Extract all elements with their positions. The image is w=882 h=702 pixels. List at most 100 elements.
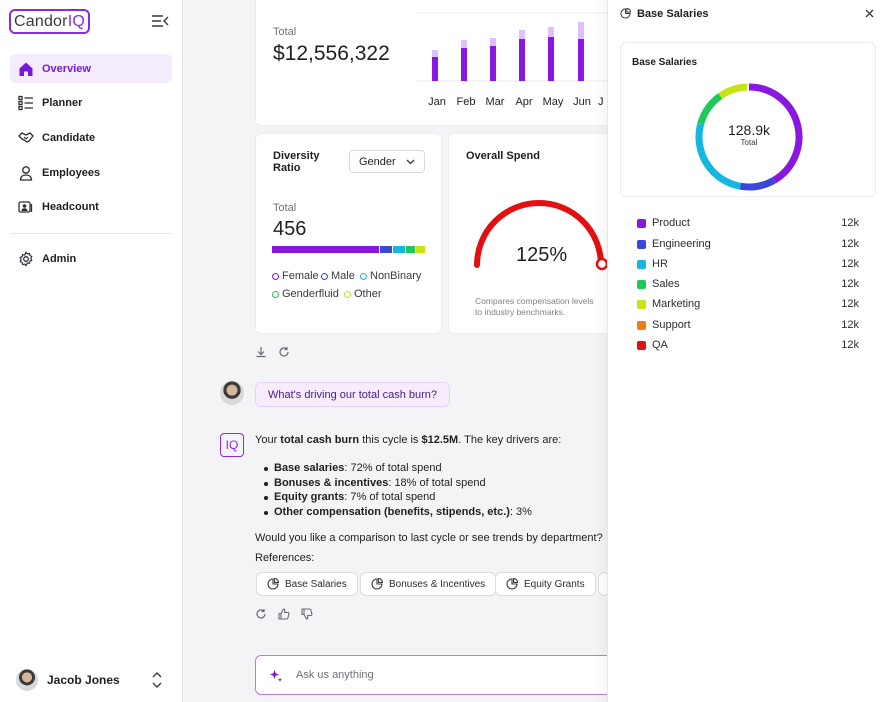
sidebar-item-candidate[interactable]: Candidate — [10, 123, 172, 152]
overall-spend-card — [448, 133, 638, 334]
diversity-legend-nonbinary: NonBinary — [360, 270, 421, 282]
diversity-total-label: Total — [273, 202, 297, 214]
list-item: Equity grants: 7% of total spend — [264, 490, 532, 505]
overall-spend-title: Overall Spend — [466, 150, 540, 162]
legend-label: NonBinary — [370, 270, 422, 282]
month-label: Jun — [573, 96, 591, 108]
bar-jan — [432, 57, 438, 81]
total-spend-label: Total — [273, 26, 297, 38]
month-label: Feb — [456, 96, 476, 108]
department-label: HR — [652, 258, 668, 270]
brand-logo[interactable]: Candor IQ — [9, 9, 90, 34]
gear-icon — [19, 251, 33, 266]
legend-label: Male — [331, 270, 355, 282]
bar-jan-secondary — [432, 50, 438, 58]
diversity-ratio-card — [255, 133, 442, 334]
department-value: 12k — [841, 278, 859, 290]
month-label: May — [542, 96, 564, 108]
thumbs-up-icon[interactable] — [278, 608, 290, 620]
department-row-sales: Sales 12k — [637, 278, 859, 290]
reference-chip-base-salaries[interactable]: Base Salaries — [256, 572, 358, 596]
panel-title: Base Salaries — [637, 8, 709, 20]
month-label: Apr — [515, 96, 533, 108]
legend-label: Female — [282, 270, 319, 282]
overall-spend-caption: Compares compensation levels to industry… — [475, 296, 594, 318]
total-spend-card — [255, 0, 635, 126]
diversity-bar-segment — [393, 246, 406, 253]
sidebar-item-admin[interactable]: Admin — [10, 244, 172, 273]
bar-may-secondary — [548, 27, 554, 38]
user-avatar — [220, 381, 244, 405]
legend-swatch — [637, 279, 646, 289]
refresh-icon[interactable] — [278, 346, 290, 358]
thumbs-down-icon[interactable] — [301, 608, 313, 620]
bar-apr — [519, 39, 525, 81]
department-value: 12k — [841, 238, 859, 250]
donut-segment — [718, 83, 748, 100]
chart-card-title: Base Salaries — [632, 57, 698, 68]
legend-swatch — [637, 320, 646, 330]
user-icon — [19, 165, 33, 181]
collapse-sidebar-icon[interactable] — [151, 13, 169, 29]
department-value: 12k — [841, 339, 859, 351]
reference-label: Equity Grants — [524, 578, 585, 590]
bar-jun-secondary — [578, 22, 584, 40]
diversity-filter-value: Gender — [359, 155, 396, 168]
donut-total-value: 128.9k — [727, 122, 771, 138]
ask-input[interactable]: Ask us anything — [255, 655, 615, 695]
department-row-engineering: Engineering 12k — [637, 238, 859, 250]
legend-swatch — [637, 239, 646, 249]
diversity-bar-segment — [406, 246, 416, 253]
download-icon[interactable] — [255, 346, 267, 358]
bullet-text: : 18% of total spend — [388, 476, 486, 489]
user-menu[interactable]: Jacob Jones — [16, 667, 168, 693]
assistant-avatar: IQ — [220, 433, 244, 457]
regenerate-icon[interactable] — [255, 608, 267, 620]
department-label: Support — [652, 319, 691, 331]
reference-chip-bonuses[interactable]: Bonuses & Incentives — [360, 572, 497, 596]
base-salaries-donut — [695, 83, 803, 191]
caption-line: Compares compensation levels — [475, 296, 594, 306]
pie-chart-icon — [371, 578, 383, 590]
sidebar-item-employees[interactable]: Employees — [10, 158, 172, 187]
bullet-text: : 3% — [509, 505, 532, 518]
ask-input-placeholder: Ask us anything — [296, 669, 374, 681]
sidebar-item-planner[interactable]: Planner — [10, 88, 172, 117]
user-message-text: What's driving our total cash burn? — [268, 388, 438, 401]
sidebar-item-label: Headcount — [42, 200, 99, 213]
diversity-bar-segment — [416, 246, 426, 253]
sidebar-item-label: Candidate — [42, 131, 96, 144]
sidebar-divider — [10, 233, 172, 234]
reference-label: Bonuses & Incentives — [389, 578, 486, 590]
sidebar-item-overview[interactable]: Overview — [10, 54, 172, 83]
diversity-filter-select[interactable]: Gender — [349, 150, 425, 173]
sidebar-item-label: Planner — [42, 96, 83, 109]
answer-bullet-list: Base salaries: 72% of total spend Bonuse… — [264, 461, 532, 519]
brand-name-part2: IQ — [67, 12, 85, 30]
sidebar-item-headcount[interactable]: Headcount — [10, 192, 172, 221]
donut-segment — [748, 83, 803, 184]
bullet-text: : 7% of total spend — [344, 491, 436, 504]
department-value: 12k — [841, 319, 859, 331]
bar-may — [548, 37, 554, 81]
bar-mar — [490, 46, 496, 81]
chevron-up-down-icon[interactable] — [150, 671, 164, 689]
overall-spend-value: 125% — [516, 244, 568, 266]
legend-marker — [272, 272, 279, 280]
base-salaries-chart-card: Base Salaries 128.9k Total — [620, 42, 876, 197]
reference-chip-equity-grants[interactable]: Equity Grants — [495, 572, 596, 596]
answer-text: this cycle is — [359, 434, 422, 446]
legend-swatch — [637, 259, 646, 269]
department-row-hr: HR 12k — [637, 258, 859, 270]
legend-marker — [344, 290, 351, 298]
diversity-legend-genderfluid: Genderfluid — [272, 288, 339, 300]
diversity-total-value: 456 — [273, 218, 307, 240]
bullet-bold: Equity grants — [274, 491, 345, 504]
diversity-bar-segment — [380, 246, 393, 253]
diversity-legend-other: Other — [344, 288, 382, 300]
answer-bold: $12.5M — [421, 434, 459, 446]
close-icon[interactable] — [865, 9, 874, 18]
donut-segment — [695, 123, 742, 190]
department-label: Marketing — [652, 298, 701, 310]
legend-marker — [272, 290, 279, 298]
